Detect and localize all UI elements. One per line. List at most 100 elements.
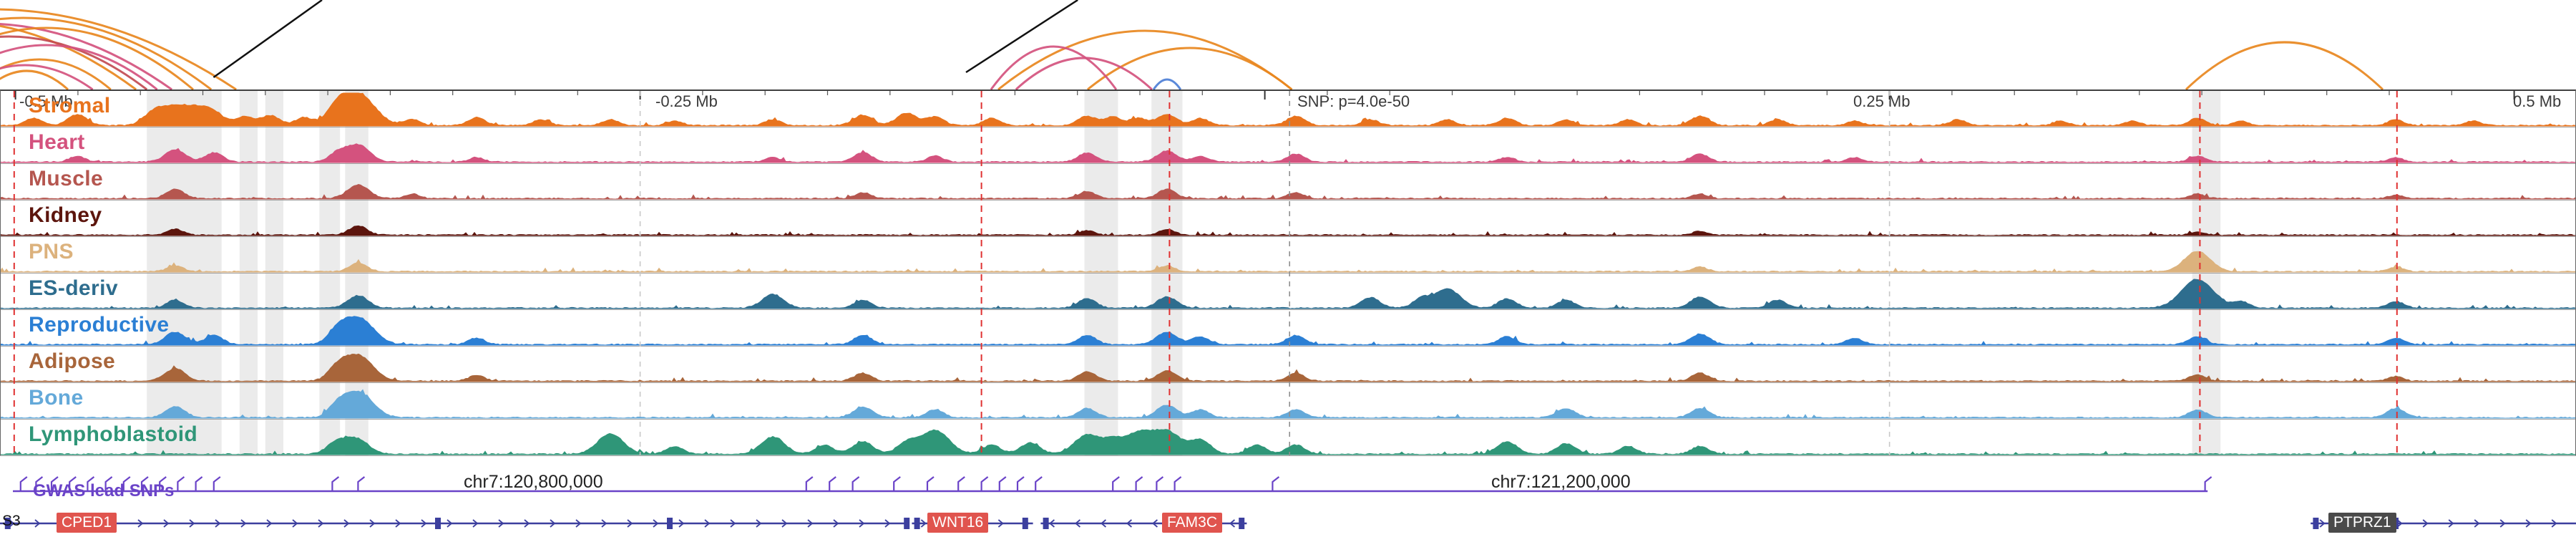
strand-arrow	[627, 519, 633, 528]
interaction-arc	[1086, 47, 1293, 90]
strand-arrow	[189, 519, 195, 528]
interaction-arc	[0, 8, 237, 90]
track-row-muscle[interactable]	[0, 163, 2576, 200]
interaction-arc	[0, 16, 213, 90]
signal-area	[0, 353, 2576, 382]
ruler-label-0-5mb: 0.5 Mb	[2513, 92, 2562, 110]
gwas-snp-marker	[195, 476, 203, 491]
track-row-bone[interactable]	[0, 382, 2576, 420]
gwas-snp-marker	[805, 476, 814, 491]
strand-arrow	[163, 519, 170, 528]
track-row-pns[interactable]	[0, 236, 2576, 274]
track-label-es-deriv[interactable]: ES-deriv	[29, 276, 118, 300]
gwas-snp-marker	[1112, 476, 1120, 491]
strand-arrow	[2396, 519, 2403, 528]
strand-arrow	[395, 519, 401, 528]
signal-area	[0, 389, 2576, 419]
strand-arrow	[1048, 519, 1055, 528]
gwas-lead-snps-label[interactable]: GWAS lead SNPs	[33, 481, 175, 500]
strand-arrow	[2448, 519, 2454, 528]
strand-arrow	[1100, 519, 1106, 528]
gwas-snp-marker	[2204, 476, 2212, 491]
strand-arrow	[2474, 519, 2480, 528]
exon-block	[904, 518, 910, 529]
gwas-snp-marker	[926, 476, 935, 491]
strand-arrow	[343, 519, 350, 528]
strand-arrow	[884, 519, 891, 528]
strand-arrow	[137, 519, 144, 528]
interaction-arcs	[0, 8, 2384, 90]
strand-arrow	[421, 519, 427, 528]
track-label-stromal[interactable]: Stromal	[29, 94, 111, 117]
interaction-arc	[990, 45, 1118, 90]
strand-arrow	[472, 519, 479, 528]
signal-area	[0, 143, 2576, 163]
track-row-es-deriv[interactable]	[0, 273, 2576, 310]
track-row-kidney[interactable]	[0, 200, 2576, 237]
gwas-snp-marker	[1016, 476, 1025, 491]
exon-block	[435, 518, 441, 529]
signal-area	[0, 428, 2576, 455]
interaction-arc	[997, 29, 1293, 90]
track-label-heart[interactable]: Heart	[29, 130, 85, 154]
track-label-muscle[interactable]: Muscle	[29, 167, 104, 190]
strand-arrow	[2551, 519, 2557, 528]
strand-arrow	[550, 519, 556, 528]
track-label-lymphoblastoid[interactable]: Lymphoblastoid	[29, 422, 198, 446]
exon-block	[1239, 518, 1245, 529]
gwas-snp-marker	[957, 476, 965, 491]
strand-arrow	[575, 519, 582, 528]
ruler-label-minus-0-5mb: -0.5 Mb	[19, 92, 73, 110]
signal-area	[0, 92, 2576, 127]
gwas-snp-marker	[213, 476, 221, 491]
strand-arrow	[807, 519, 814, 528]
track-label-kidney[interactable]: Kidney	[29, 203, 102, 227]
exon-block	[667, 518, 673, 529]
strand-arrow	[2319, 519, 2326, 528]
strand-arrow	[730, 519, 736, 528]
track-row-reproductive[interactable]	[0, 309, 2576, 347]
gene-label-ptprz1[interactable]: PTPRZ1	[2328, 513, 2396, 533]
gwas-snp-marker	[357, 476, 366, 491]
gwas-snp-marker	[829, 476, 836, 491]
gene-models-track[interactable]	[0, 518, 2576, 529]
track-label-pns[interactable]: PNS	[29, 240, 74, 263]
track-label-adipose[interactable]: Adipose	[29, 349, 116, 373]
gene-label-cped1[interactable]: CPED1	[57, 513, 117, 533]
strand-arrow	[524, 519, 530, 528]
signal-area	[0, 183, 2576, 200]
strand-arrow	[266, 519, 273, 528]
gwas-snp-marker	[980, 476, 989, 491]
track-row-heart[interactable]	[0, 127, 2576, 164]
strand-arrow	[678, 519, 685, 528]
exon-block	[914, 518, 920, 529]
gwas-snp-marker	[1135, 476, 1143, 491]
track-label-bone[interactable]: Bone	[29, 386, 84, 410]
track-row-lymphoblastoid[interactable]	[0, 419, 2576, 456]
strand-arrow	[1023, 519, 1030, 528]
gwas-snp-marker	[331, 476, 340, 491]
gwas-snp-marker	[19, 476, 28, 491]
exon-block	[1043, 518, 1049, 529]
track-row-adipose[interactable]	[0, 346, 2576, 383]
gwas-snp-marker	[893, 476, 901, 491]
strand-arrow	[1074, 519, 1080, 528]
strand-arrow	[498, 519, 504, 528]
gwas-snp-marker	[1156, 476, 1164, 491]
gene-label-clipped: S3	[2, 513, 21, 529]
signal-area	[0, 225, 2576, 236]
strand-arrow	[1151, 519, 1158, 528]
interaction-arc	[1015, 57, 1153, 90]
strand-arrow	[215, 519, 221, 528]
interaction-arc	[0, 35, 148, 90]
track-row-stromal[interactable]	[0, 90, 2576, 127]
track-label-reproductive[interactable]: Reproductive	[29, 313, 170, 337]
exon-block	[1022, 518, 1028, 529]
gwas-snp-marker	[177, 476, 185, 491]
interaction-arc	[0, 26, 194, 90]
ruler-label-snp-pvalue: SNP: p=4.0e-50	[1297, 92, 1410, 110]
gene-label-wnt16[interactable]: WNT16	[927, 513, 989, 533]
gene-label-fam3c[interactable]: FAM3C	[1162, 513, 1223, 533]
gwas-lead-snps-track[interactable]	[13, 476, 2212, 493]
